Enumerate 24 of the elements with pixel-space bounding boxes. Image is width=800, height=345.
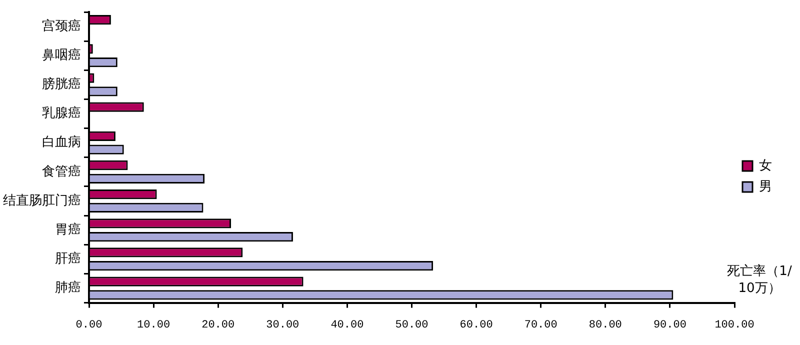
x-tick-label: 90.00 [653,319,686,332]
x-tick-label: 50.00 [395,319,428,332]
y-tick-label: 胃癌 [55,222,81,238]
y-tick-label: 膀胱癌 [42,77,81,92]
x-tick-label: 40.00 [330,319,364,332]
y-tick-label: 结直肠肛门癌 [3,192,81,208]
y-tick-label: 食管癌 [42,164,81,180]
x-tick-label: 0.00 [76,319,102,332]
y-tick-label: 鼻咽癌 [42,48,81,63]
legend-label: 男 [759,179,772,194]
y-tick-label: 肺癌 [55,280,81,296]
y-tick-label: 宫颈癌 [42,18,81,34]
x-tick-label: 30.00 [266,319,300,332]
y-tick-label: 肝癌 [55,252,81,267]
x-tick-label: 60.00 [460,319,493,332]
x-tick-label: 80.00 [588,319,622,332]
legend-label: 女 [759,158,772,174]
y-tick-label: 白血病 [42,135,81,150]
x-tick-label: 20.00 [202,319,235,332]
x-tick-label: 70.00 [524,319,558,332]
x-axis-title: 死亡率（1/10万） [726,262,792,297]
y-tick-label: 乳腺癌 [42,106,81,122]
x-tick-label: 100.00 [714,319,754,332]
x-tick-label: 10.00 [137,319,170,332]
